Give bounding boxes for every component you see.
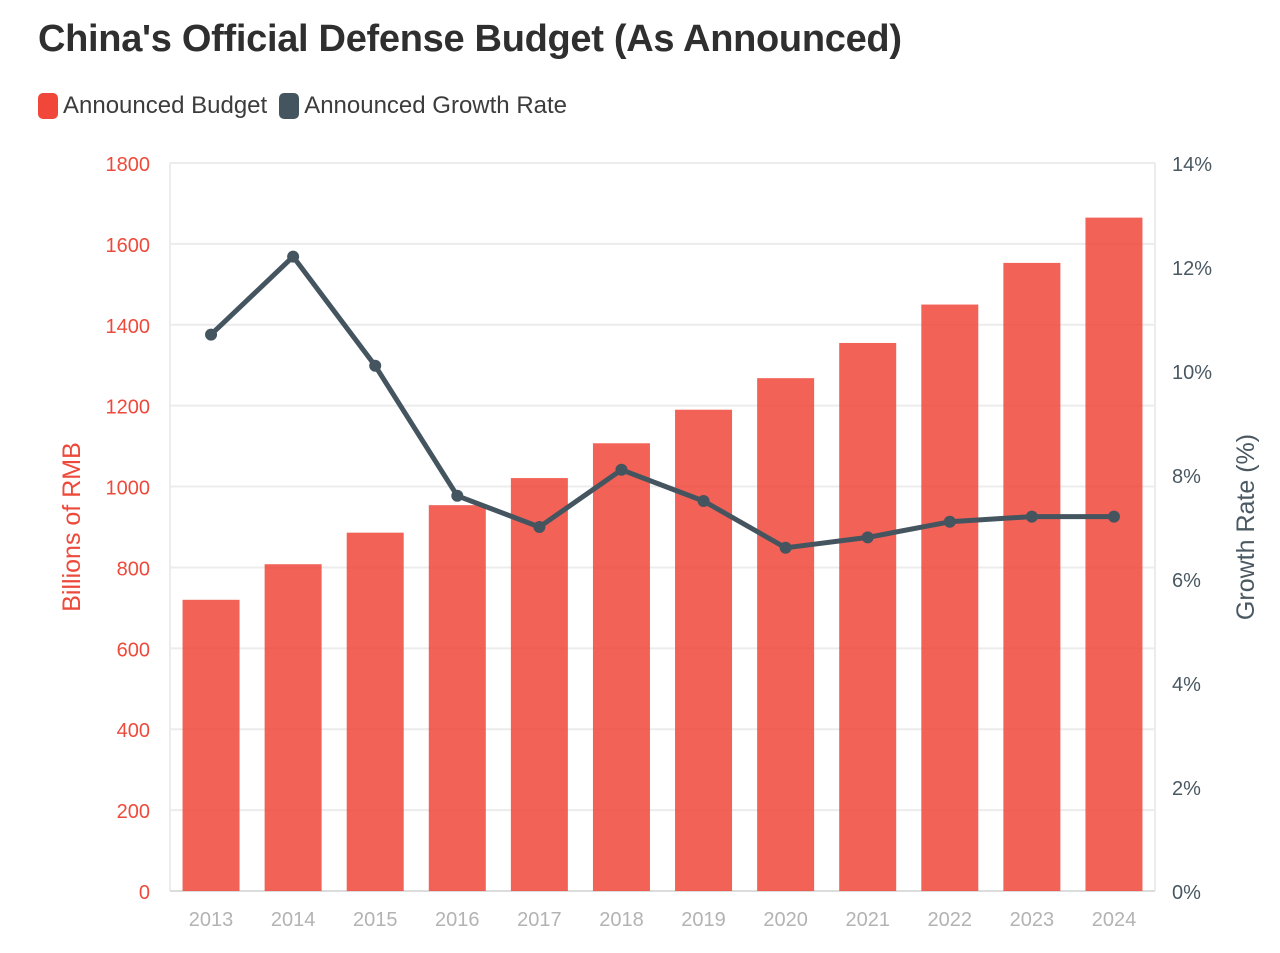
y2-tick-label: 2%: [1172, 778, 1201, 800]
x-tick-label: 2019: [681, 909, 726, 931]
bar: [428, 505, 486, 891]
y-tick-label: 1200: [106, 397, 151, 419]
y-tick-label: 1800: [106, 154, 151, 176]
legend-item-growth[interactable]: Announced Growth Rate: [279, 92, 567, 120]
x-tick-label: 2016: [435, 909, 480, 931]
y-tick-label: 1000: [106, 478, 151, 500]
growth-rate-point: [533, 521, 546, 533]
growth-rate-point: [369, 359, 382, 372]
growth-rate-point: [779, 541, 792, 554]
bar: [757, 378, 815, 892]
x-tick-label: 2018: [599, 909, 644, 931]
growth-rate-line: [208, 254, 1117, 551]
y-tick-label: 600: [117, 639, 150, 661]
y2-axis-title: Growth Rate (%): [1232, 434, 1260, 620]
x-tick-label: 2014: [271, 909, 316, 931]
y-tick-label: 800: [117, 558, 150, 580]
chart-title: China's Official Defense Budget (As Anno…: [38, 18, 902, 60]
y-axis-title: Billions of RMB: [58, 442, 86, 612]
x-tick-label: 2021: [845, 909, 890, 931]
legend-label-growth: Announced Growth Rate: [304, 92, 568, 119]
y2-tick-label: 8%: [1172, 466, 1201, 488]
y2-tick-label: 4%: [1172, 674, 1201, 696]
growth-rate-point: [451, 489, 464, 502]
y-tick-label: 1400: [106, 316, 151, 338]
y2-tick-label: 0%: [1172, 882, 1201, 904]
bar: [264, 564, 322, 891]
y-tick-label: 200: [117, 801, 150, 823]
growth-rate-point: [287, 250, 300, 263]
y2-tick-label: 10%: [1172, 362, 1212, 384]
x-tick-label: 2020: [763, 909, 808, 931]
y-tick-label: 400: [117, 720, 150, 742]
bar: [839, 342, 897, 891]
y-tick-label: 0: [139, 882, 150, 904]
y2-tick-label: 14%: [1172, 154, 1212, 176]
y-tick-label: 1600: [106, 235, 151, 257]
x-tick-label: 2013: [189, 909, 234, 931]
x-tick-label: 2017: [517, 909, 562, 931]
bar: [510, 478, 568, 891]
x-tick-label: 2015: [353, 909, 398, 931]
x-tick-label: 2022: [928, 909, 973, 931]
x-tick-label: 2023: [1010, 909, 1055, 931]
legend-item-budget[interactable]: Announced Budget: [38, 92, 267, 120]
growth-rate-point: [861, 531, 874, 544]
growth-rate-point: [697, 495, 710, 507]
growth-rate-point: [1107, 510, 1120, 523]
legend-swatch-growth: [279, 93, 300, 119]
bar: [921, 304, 979, 891]
y2-tick-label: 6%: [1172, 570, 1201, 592]
legend-label-budget: Announced Budget: [63, 92, 268, 119]
growth-rate-point: [205, 328, 218, 341]
legend-swatch-budget: [38, 93, 58, 119]
bar: [346, 532, 404, 891]
y2-tick-label: 12%: [1172, 258, 1212, 280]
legend: Announced Budget Announced Growth Rate: [38, 92, 579, 120]
growth-rate-point: [615, 463, 628, 476]
growth-rate-point: [943, 515, 956, 528]
bar: [592, 443, 650, 891]
bar: [182, 599, 240, 891]
bar: [1085, 217, 1143, 892]
growth-rate-point: [1025, 510, 1038, 523]
bar: [675, 409, 733, 891]
x-tick-label: 2024: [1092, 909, 1137, 931]
bar: [1003, 262, 1061, 891]
